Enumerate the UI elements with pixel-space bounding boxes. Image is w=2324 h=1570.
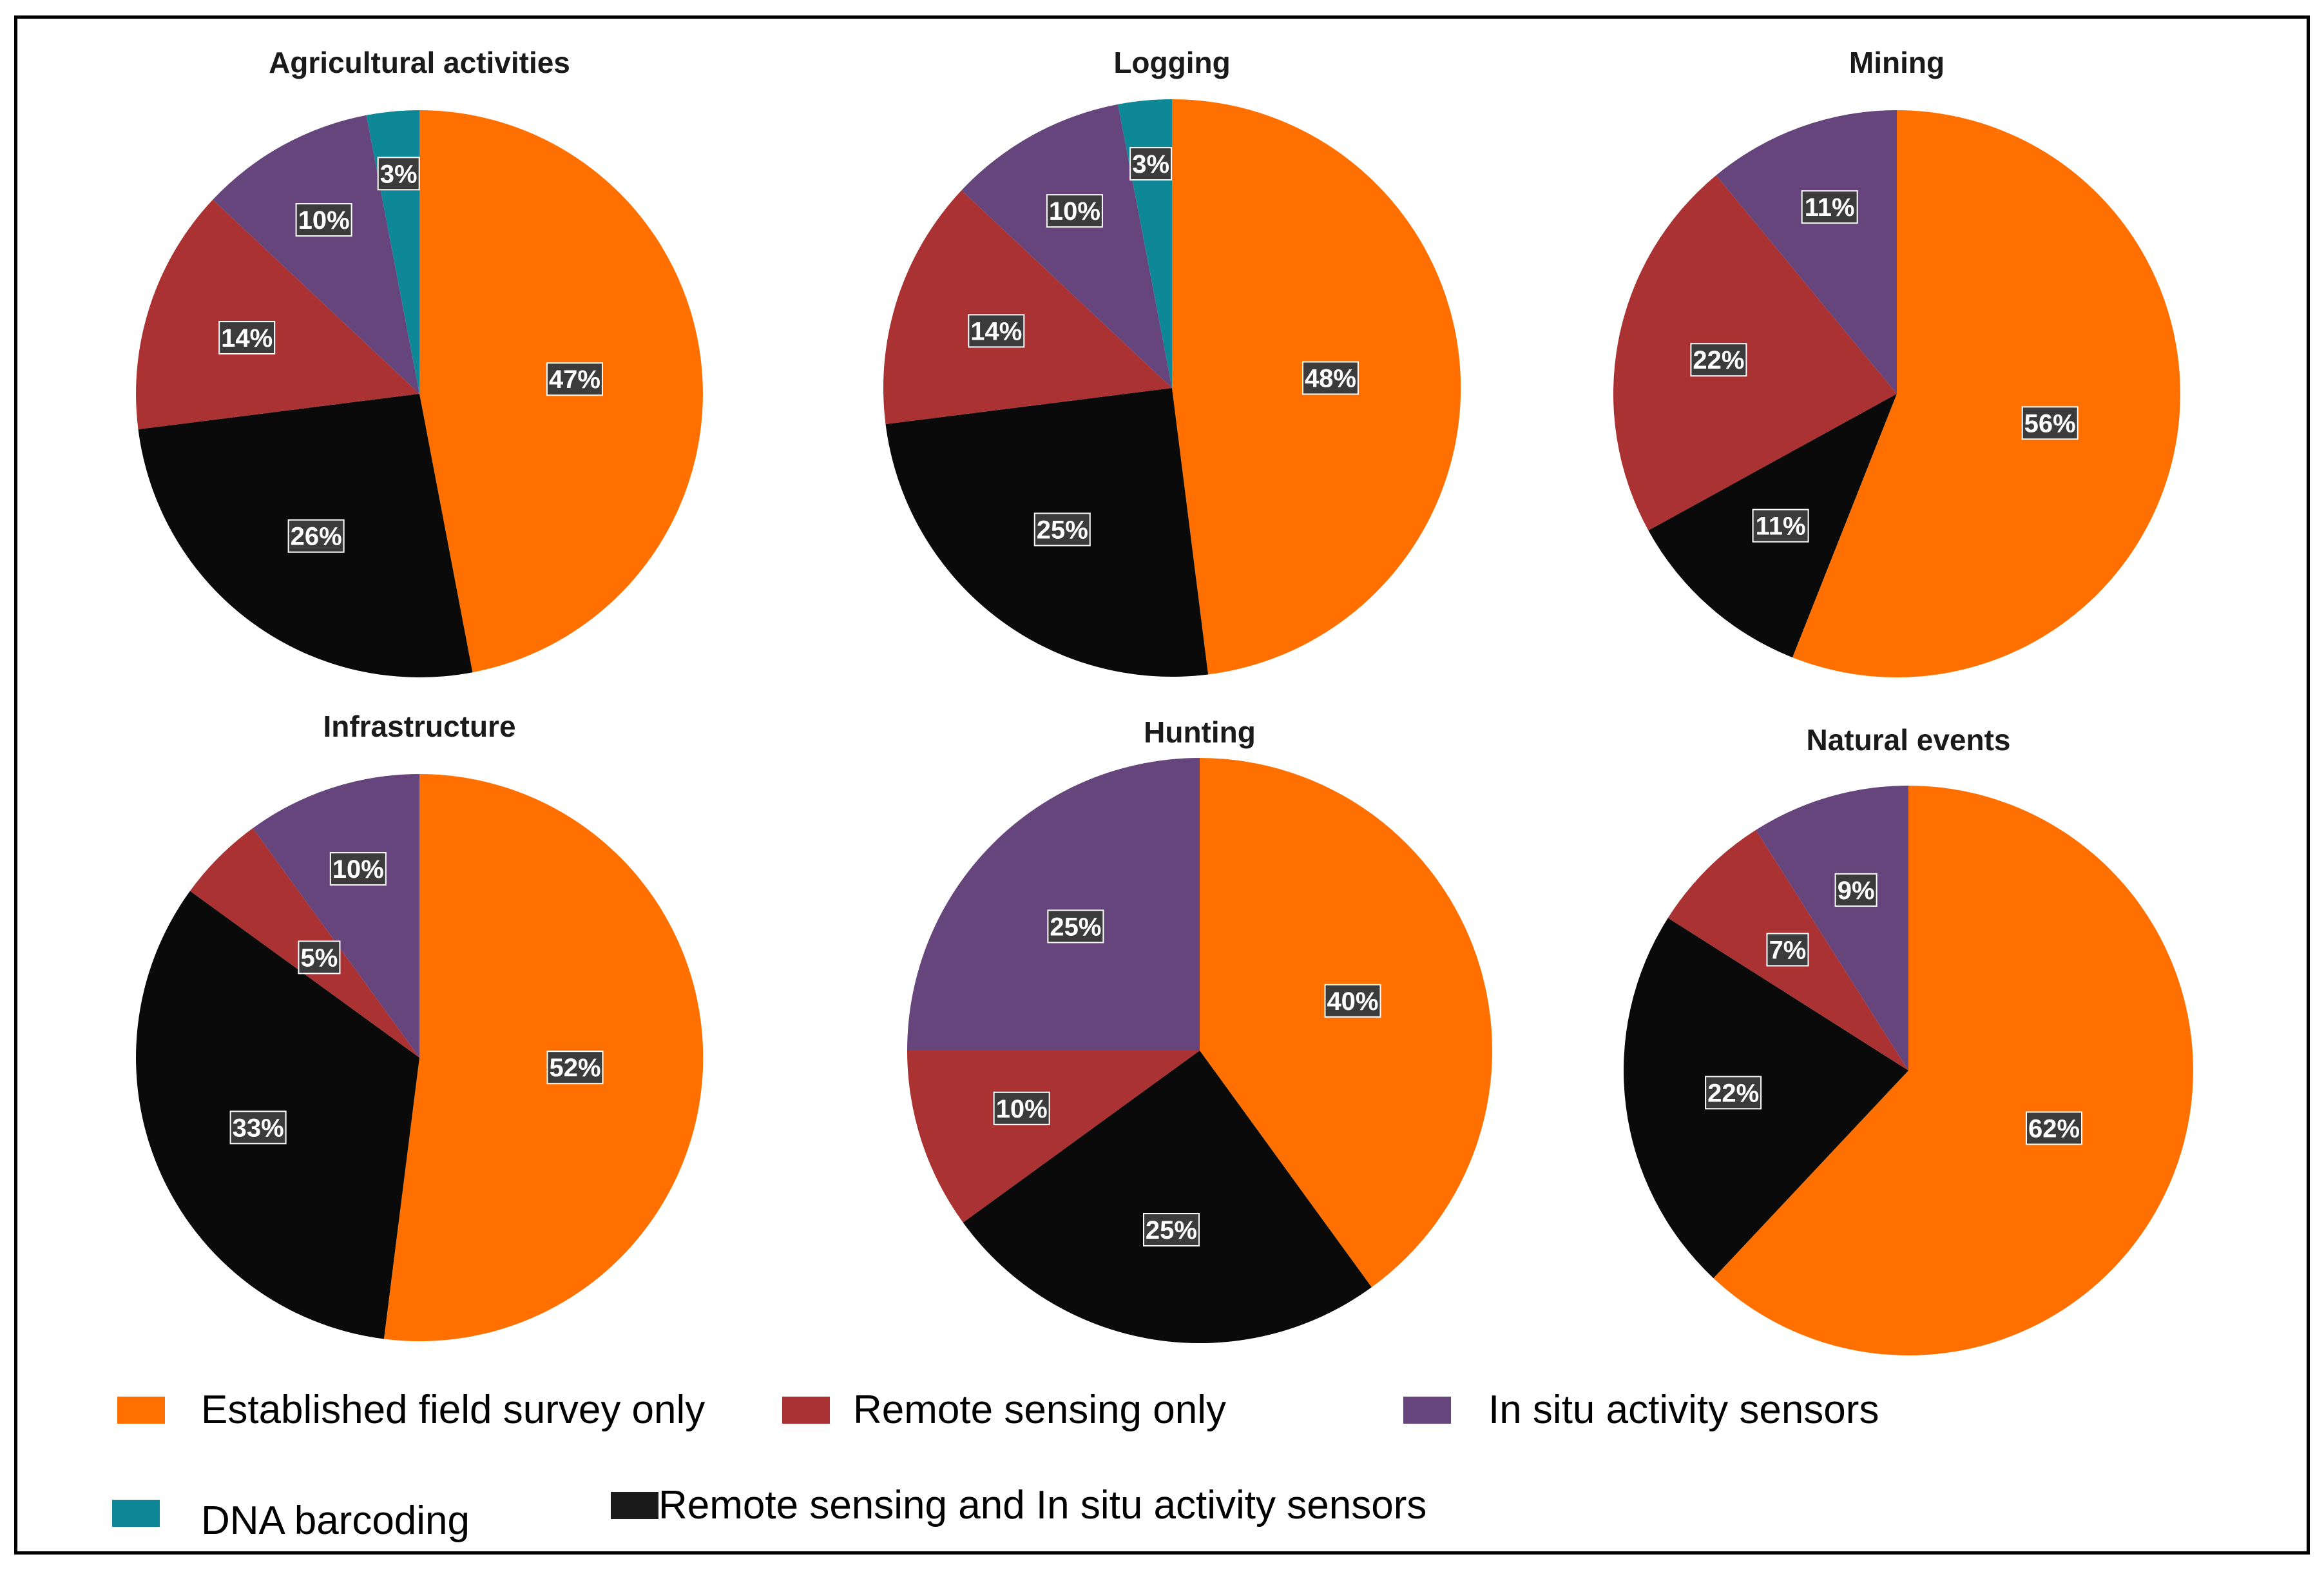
data-label-box (993, 1091, 1050, 1125)
pie-natural-events: Natural events 62% 22% 7% 9% (1624, 723, 2193, 1355)
data-label: 25% (1146, 1216, 1197, 1245)
data-label: 14% (970, 317, 1022, 345)
pie-slice-in-situ-activity-sensors (961, 104, 1172, 388)
data-label-box (287, 519, 345, 553)
data-label-box (1033, 512, 1091, 547)
data-label: 22% (1707, 1079, 1759, 1107)
legend-swatch-teal (112, 1499, 160, 1527)
data-label: 10% (996, 1095, 1048, 1123)
legend-item-remote-and-in-situ: Remote sensing and In situ activity sens… (611, 1482, 1426, 1528)
legend-item-remote-sensing: Remote sensing only (782, 1387, 1226, 1433)
data-label-box (1324, 984, 1381, 1018)
data-label: 26% (291, 523, 342, 551)
data-label-box (968, 314, 1025, 348)
data-label: 10% (332, 855, 384, 884)
data-label-box (329, 852, 387, 886)
data-label-box (1690, 343, 1747, 377)
data-label-box (1752, 509, 1809, 543)
data-label: 10% (1049, 197, 1100, 226)
data-label: 3% (380, 160, 418, 188)
data-label: 40% (1327, 987, 1378, 1016)
legend-label: DNA barcoding (201, 1498, 470, 1543)
legend-swatch-purple (1403, 1396, 1451, 1424)
pie-title: Agricultural activities (269, 46, 570, 79)
pie-slice-remote-sensing-only (907, 1051, 1200, 1223)
data-label: 47% (549, 365, 600, 394)
data-label-box (1705, 1076, 1762, 1110)
data-label: 25% (1050, 913, 1101, 941)
data-label: 25% (1037, 516, 1088, 544)
data-label: 33% (233, 1114, 284, 1142)
pie-infrastructure: Infrastructure 52% 33% 5% 10% (136, 710, 704, 1341)
pie-slice-in-situ-activity-sensors (213, 115, 419, 394)
pie-agricultural-activities: Agricultural activities 47% 26% 14% 10% 3% (136, 46, 703, 677)
pie-slice-in-situ-activity-sensors (907, 758, 1200, 1051)
data-label: 14% (221, 324, 273, 353)
data-label-box (1301, 361, 1359, 395)
data-label-box (1129, 147, 1173, 181)
data-label: 62% (2028, 1114, 2080, 1143)
data-label-box (218, 320, 276, 354)
pie-slice-in-situ-activity-sensors (253, 774, 419, 1058)
pie-slice-remote-sensing-only (883, 190, 1172, 425)
legend-item-dna-barcoding: DNA barcoding (112, 1482, 470, 1544)
data-label-box (298, 940, 341, 974)
pie-title: Hunting (1144, 715, 1256, 749)
data-label-box (1046, 194, 1103, 228)
pie-slice-remote-sensing-and-in-situ-activity-sensors (963, 1051, 1372, 1344)
legend-label: Remote sensing and In situ activity sens… (658, 1483, 1427, 1527)
data-label-box (546, 1051, 604, 1085)
data-label-box (546, 362, 603, 396)
data-label-box (1142, 1213, 1200, 1247)
data-label-box (1047, 909, 1104, 944)
data-label-box (2021, 406, 2079, 440)
pie-slice-in-situ-activity-sensors (1716, 110, 1897, 394)
data-label: 56% (2024, 409, 2076, 438)
legend-label: In situ activity sensors (1488, 1388, 1879, 1432)
data-label-box (1801, 190, 1858, 224)
data-label: 11% (1756, 512, 1806, 541)
data-label: 11% (1805, 193, 1855, 222)
legend-label: Remote sensing only (853, 1388, 1226, 1432)
pie-slice-in-situ-activity-sensors (1756, 786, 1908, 1071)
legend-swatch-orange (117, 1396, 165, 1424)
data-label: 10% (298, 206, 350, 235)
data-label-box (377, 157, 420, 191)
pie-slice-remote-sensing-only (136, 199, 420, 430)
data-label: 52% (549, 1054, 600, 1082)
legend-swatch-black (611, 1491, 658, 1519)
pie-hunting: Hunting 40% 25% 10% 25% (907, 715, 1493, 1344)
data-label-box (295, 203, 352, 237)
pie-title: Logging (1113, 46, 1230, 79)
data-label: 9% (1838, 877, 1875, 905)
data-label-box (229, 1110, 287, 1145)
data-label-box (2026, 1111, 2083, 1145)
pie-title: Infrastructure (323, 710, 515, 743)
legend-label: Established field survey only (201, 1388, 706, 1432)
pie-slice-established-field-survey-only (1713, 786, 2193, 1355)
pie-slice-established-field-survey-only (1200, 758, 1493, 1288)
pie-slice-remote-sensing-and-in-situ-activity-sensors (1624, 918, 1908, 1279)
pie-slice-established-field-survey-only (383, 774, 704, 1341)
pie-logging: Logging 48% 25% 14% 10% 3% (883, 46, 1461, 677)
data-label: 5% (301, 944, 338, 972)
legend-item-established-field-survey: Established field survey only (117, 1387, 705, 1433)
data-label-box (1834, 873, 1877, 907)
data-label: 48% (1305, 365, 1356, 393)
data-label: 22% (1693, 346, 1744, 374)
pie-title: Natural events (1806, 723, 2010, 757)
pie-slice-remote-sensing-only (1613, 175, 1897, 530)
legend-item-in-situ-sensors: In situ activity sensors (1403, 1387, 1879, 1433)
pie-slice-established-field-survey-only (1792, 110, 2180, 677)
legend-swatch-red (782, 1396, 830, 1424)
data-label: 7% (1769, 936, 1807, 964)
data-label: 3% (1132, 150, 1169, 179)
pie-mining: Mining 56% 11% 22% 11% (1613, 46, 2180, 677)
data-label-box (1766, 933, 1809, 967)
pie-title: Mining (1849, 46, 1945, 79)
